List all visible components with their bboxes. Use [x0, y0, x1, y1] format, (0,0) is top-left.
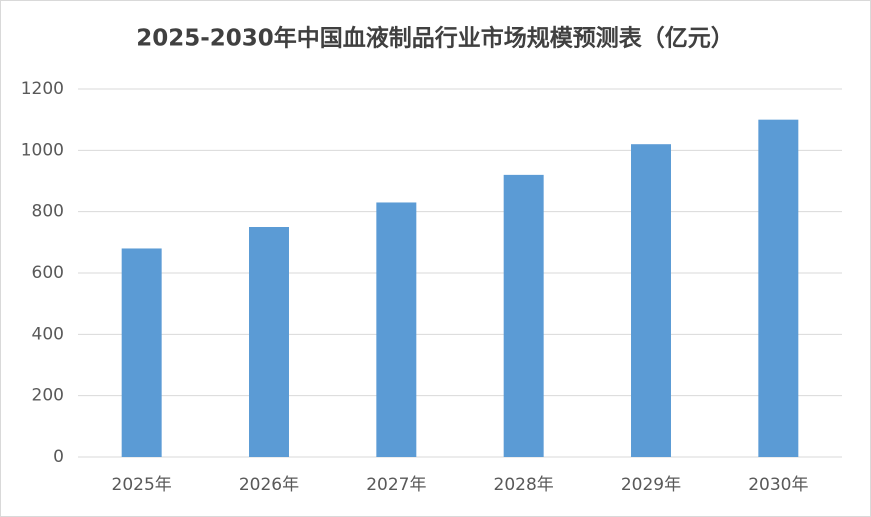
- bar: [249, 227, 289, 457]
- bar: [121, 248, 162, 457]
- y-tick-label: 1000: [21, 140, 64, 160]
- x-tick-label: 2028年: [494, 475, 554, 495]
- y-tick-label: 1200: [21, 79, 64, 99]
- x-tick-label: 2025年: [112, 475, 172, 495]
- bar: [376, 202, 417, 457]
- y-tick-label: 400: [32, 324, 64, 344]
- bar: [631, 144, 671, 457]
- x-tick-label: 2030年: [748, 475, 808, 495]
- y-tick-label: 800: [32, 202, 64, 222]
- y-tick-label: 600: [32, 263, 64, 283]
- x-tick-label: 2029年: [621, 475, 681, 495]
- chart-title: 2025-2030年中国血液制品行业市场规模预测表（亿元）: [136, 25, 734, 52]
- x-tick-label: 2026年: [239, 475, 299, 495]
- bar: [503, 174, 544, 457]
- bar: [758, 119, 799, 458]
- y-tick-label: 200: [32, 386, 64, 406]
- x-tick-label: 2027年: [366, 475, 426, 495]
- y-tick-label: 0: [53, 447, 64, 467]
